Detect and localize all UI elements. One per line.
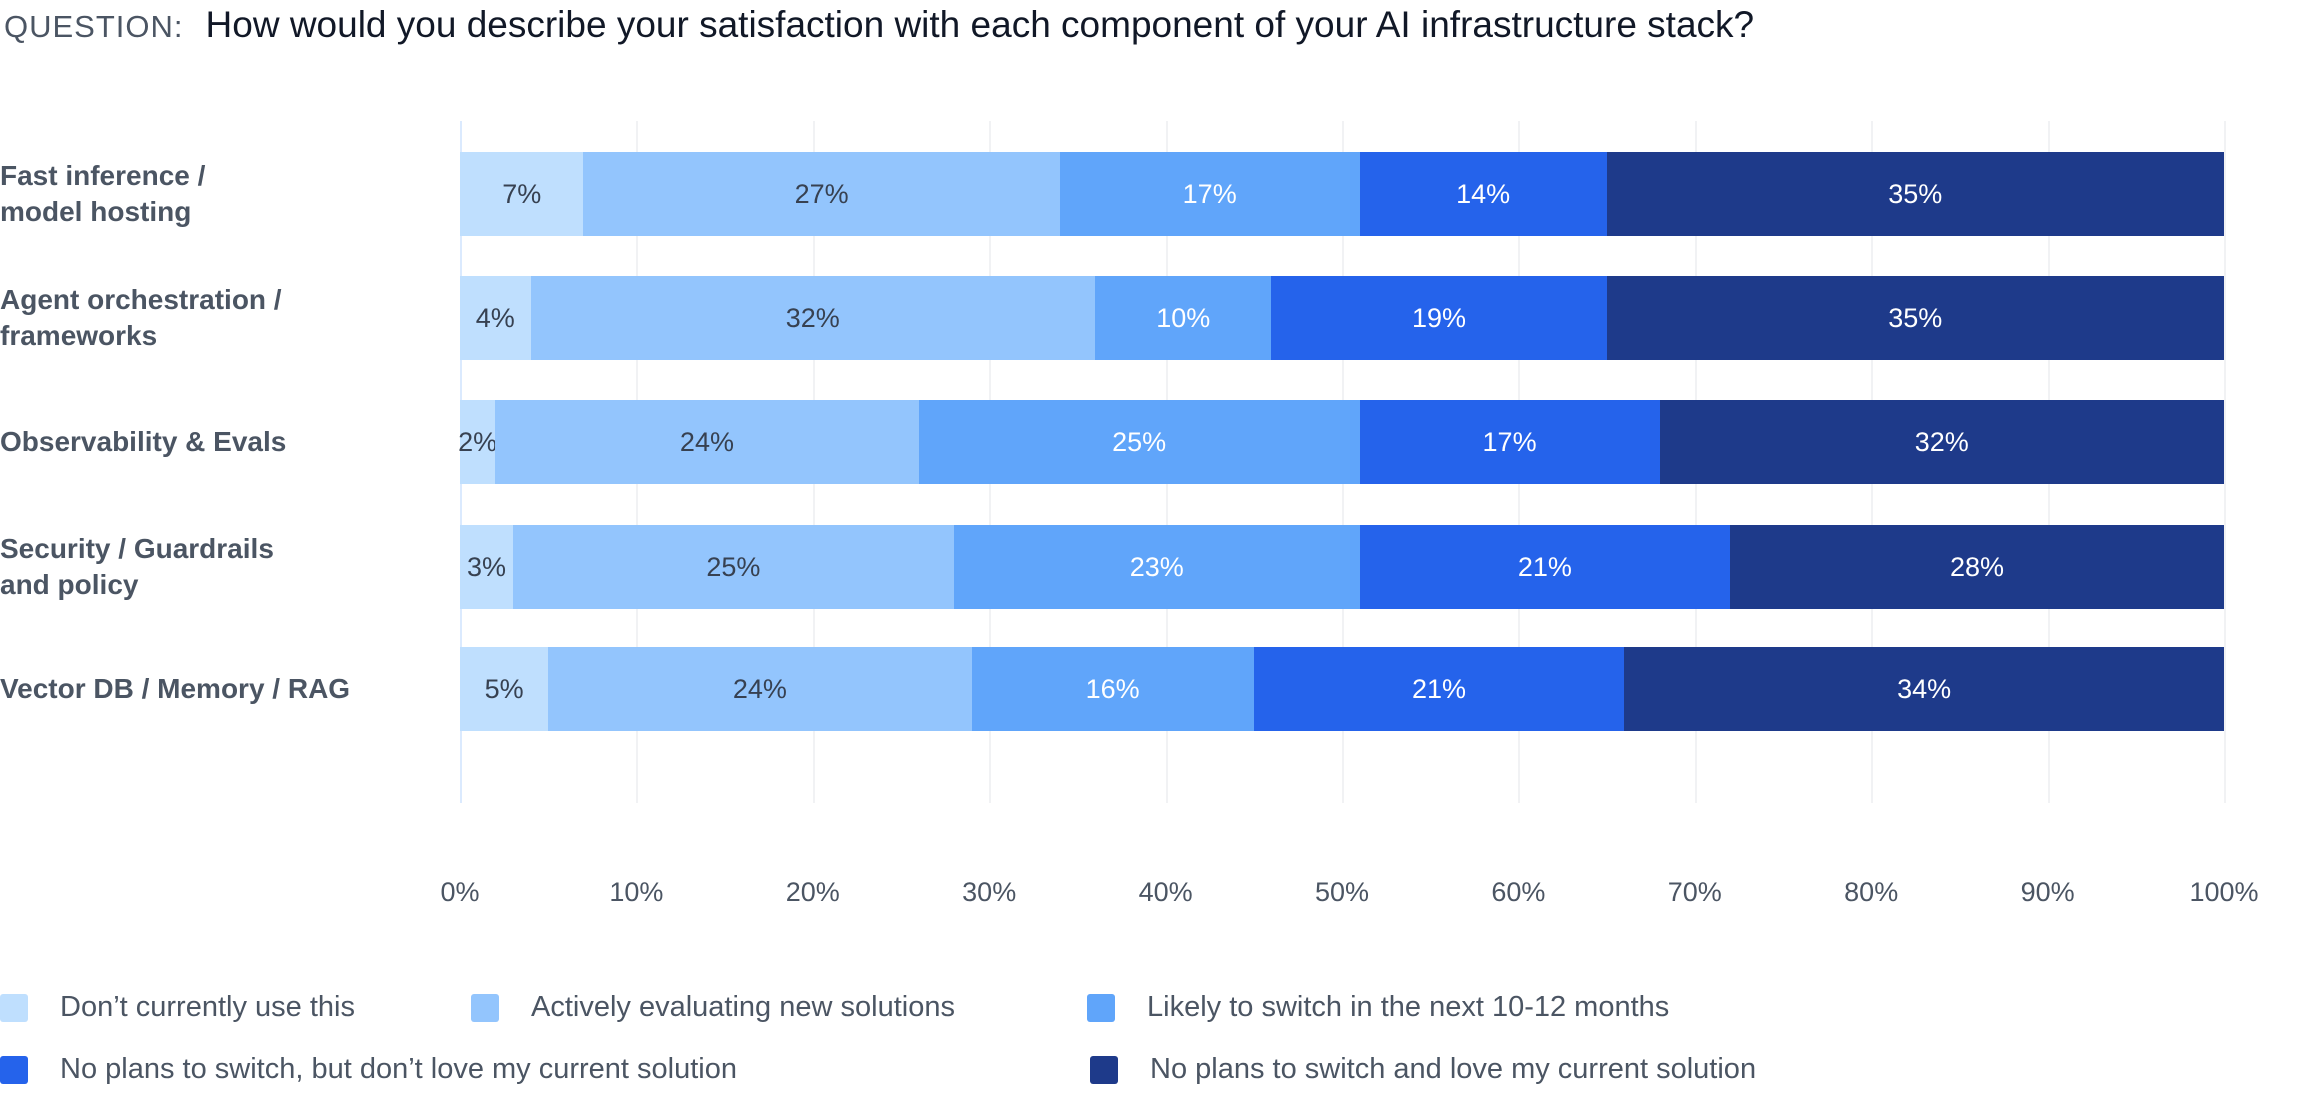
data-label: 21% [1411,673,1467,704]
data-label: 28% [1950,551,2005,582]
data-label: 17% [1182,178,1237,209]
data-label: 14% [1456,178,1511,209]
bar-segment: 34% [1624,647,2224,731]
bar-segment: 17% [1359,400,1660,484]
data-label: 24% [732,673,787,704]
bar-segment: 25% [918,400,1360,484]
legend-swatch [0,1055,28,1084]
bar-segment: 19% [1271,276,1607,360]
legend-item: No plans to switch and love my current s… [1090,1053,1756,1086]
legend-label: No plans to switch and love my current s… [1150,1053,1757,1085]
bar-segment: 28% [1730,525,2224,609]
legend-item: Don’t currently use this [0,991,355,1024]
bar-segment: 25% [512,525,954,609]
legend-item: Likely to switch in the next 10-12 month… [1087,991,1669,1024]
data-label: 5% [484,673,524,704]
data-label: 2% [458,426,498,457]
bar-segment: 14% [1359,152,1607,236]
bar-segment: 2% [458,400,498,484]
category-label: Fast inference / model hosting [0,160,206,227]
bar-segment: 23% [953,525,1360,609]
data-label: 7% [502,178,542,209]
data-label: 32% [785,302,840,333]
legend-swatch [1087,993,1115,1022]
data-label: 27% [794,178,849,209]
data-label: 21% [1517,551,1572,582]
data-label: 10% [1156,302,1211,333]
bar-segment: 21% [1359,525,1731,609]
data-label: 17% [1482,426,1537,457]
gridline [2224,121,2226,803]
plot-area: 7% 27% 17% 14% 35% 4% 32% 10% 19% 35% 2% 24% 25% 17% 3… [458,121,2226,803]
data-label: 35% [1888,178,1943,209]
bar-segment: 32% [1659,400,2224,484]
x-tick-label: 30% [962,877,1017,907]
category-label: Observability & Evals [0,426,287,457]
category-label: Vector DB / Memory / RAG [0,673,351,704]
data-label: 34% [1897,673,1952,704]
x-tick-label: 70% [1667,877,1722,907]
data-label: 25% [1112,426,1167,457]
bar-segment: 4% [460,276,531,360]
x-tick-label: 20% [785,877,840,907]
data-label: 16% [1085,673,1140,704]
bar-segment: 21% [1253,647,1625,731]
bar-segment: 5% [460,647,549,731]
data-label: 24% [679,426,734,457]
bar-segment: 24% [495,400,919,484]
x-tick-label: 100% [2189,877,2259,907]
legend-label: Don’t currently use this [60,991,355,1023]
bar-segment: 16% [971,647,1254,731]
legend-swatch [1090,1055,1118,1084]
x-tick-label: 10% [609,877,664,907]
category-label: Security / Guardrails and policy [0,533,274,600]
bar-segment: 32% [530,276,1096,360]
x-tick-label: 80% [1844,877,1899,907]
bar-segment: 24% [548,647,972,731]
legend-label: Actively evaluating new solutions [531,991,955,1023]
x-tick-label: 50% [1314,877,1370,907]
bar-segment: 27% [583,152,1060,236]
legend-item: No plans to switch, but don’t love my cu… [0,1053,737,1086]
legend-label: Likely to switch in the next 10-12 month… [1147,991,1670,1023]
bar-segment: 35% [1606,276,2224,360]
bar-segment: 17% [1059,152,1360,236]
data-label: 23% [1129,551,1184,582]
data-label: 35% [1888,302,1943,333]
data-label: 3% [466,551,506,582]
legend-swatch [471,993,499,1022]
x-tick-label: 60% [1491,877,1546,907]
bar-segment: 7% [460,152,584,236]
x-tick-label: 90% [2020,877,2075,907]
x-tick-label: 40% [1138,877,1193,907]
data-label: 25% [706,551,761,582]
bar-segment: 35% [1606,152,2224,236]
bar-segment: 3% [460,525,513,609]
question-text: How would you describe your satisfaction… [205,4,1755,45]
legend-item: Actively evaluating new solutions [471,991,955,1024]
data-label: 19% [1411,302,1467,333]
x-tick-label: 0% [440,877,480,907]
legend-label: No plans to switch, but don’t love my cu… [60,1053,737,1085]
data-label: 4% [475,302,515,333]
question-label: QUESTION: [4,9,184,44]
legend-swatch [0,993,28,1022]
bar-segment: 10% [1095,276,1272,360]
category-label: Agent orchestration / frameworks [0,284,282,351]
data-label: 32% [1914,426,1969,457]
chart-title: QUESTION: How would you describe your sat… [4,4,1754,46]
